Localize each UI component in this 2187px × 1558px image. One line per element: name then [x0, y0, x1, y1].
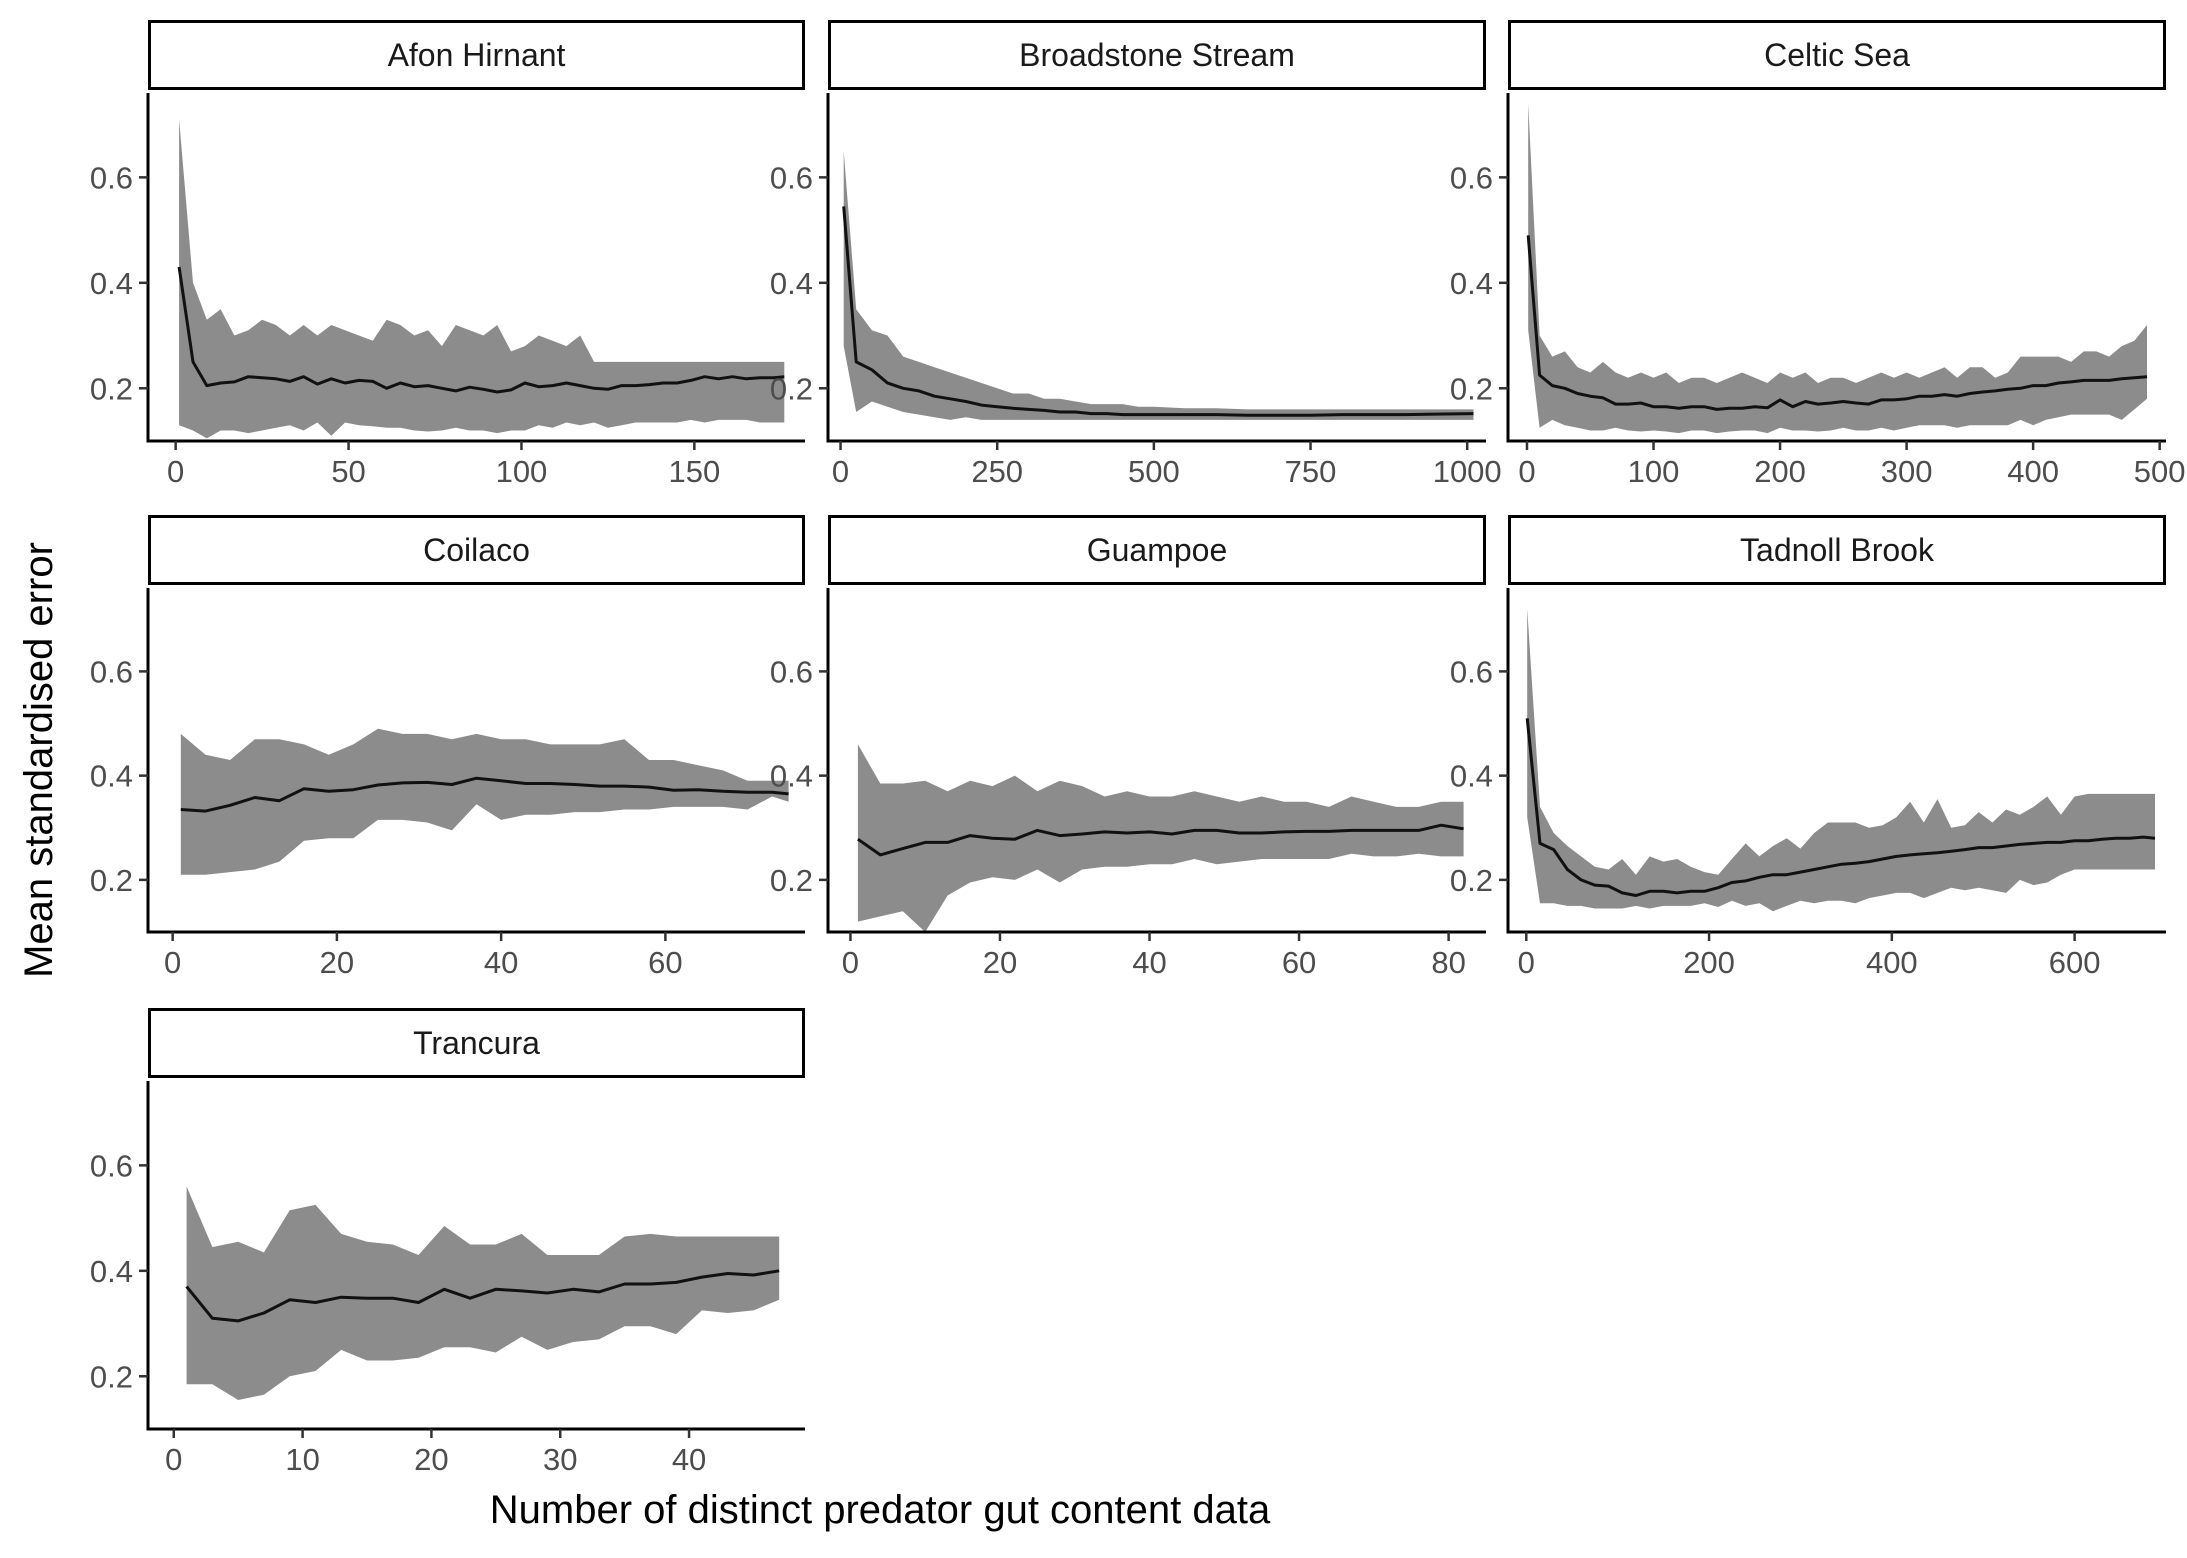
x-tick-label: 250	[971, 454, 1023, 489]
x-tick-label: 100	[496, 454, 548, 489]
error-ribbon	[843, 151, 1474, 420]
error-ribbon	[179, 119, 785, 439]
x-tick-label: 0	[164, 945, 181, 980]
y-tick-label: 0.6	[90, 1148, 133, 1183]
mean-error-line	[177, 266, 785, 394]
y-axis-title: Mean standardised error	[17, 542, 61, 978]
y-tick-label: 0.2	[770, 371, 813, 406]
facet-strip	[828, 20, 1486, 90]
y-tick-label: 0.4	[770, 266, 813, 301]
x-tick-label: 750	[1285, 454, 1337, 489]
x-tick-label: 400	[1866, 945, 1918, 980]
y-tick-label: 0.4	[90, 1254, 133, 1289]
x-tick-label: 150	[668, 454, 720, 489]
x-tick-label: 80	[1431, 945, 1465, 980]
y-tick-label: 0.2	[90, 863, 133, 898]
mean-error-line	[1526, 235, 2148, 411]
x-tick-label: 60	[1282, 945, 1316, 980]
y-tick-label: 0.2	[90, 371, 133, 406]
mean-error-line	[185, 1269, 780, 1323]
facet-title: Broadstone Stream	[1019, 37, 1295, 73]
y-tick-label: 0.4	[1450, 266, 1493, 301]
x-tick-label: 20	[414, 1442, 448, 1477]
facet-title: Trancura	[413, 1025, 540, 1061]
facet-strip	[148, 515, 805, 585]
y-tick-label: 0.6	[770, 160, 813, 195]
y-tick-label: 0.6	[1450, 654, 1493, 689]
x-tick-label: 0	[1518, 454, 1535, 489]
facet-strip	[148, 20, 805, 90]
x-tick-label: 50	[331, 454, 365, 489]
facet-strip	[1508, 20, 2166, 90]
y-tick-label: 0.4	[90, 759, 133, 794]
x-tick-label: 10	[285, 1442, 319, 1477]
facet-panel: Guampoe 0.2 0.4 0.6 0 20 40 60 80	[770, 515, 1486, 980]
facet-title: Guampoe	[1087, 532, 1228, 568]
y-tick-label: 0.6	[90, 654, 133, 689]
x-tick-label: 200	[1683, 945, 1735, 980]
error-ribbon	[857, 744, 1464, 932]
facet-title: Afon Hirnant	[388, 37, 566, 73]
facet-panel: Trancura 0.2 0.4 0.6 0 10 20 30 40	[90, 1008, 805, 1477]
facet-strip	[1508, 515, 2166, 585]
y-tick-label: 0.4	[1450, 759, 1493, 794]
x-tick-label: 1000	[1433, 454, 1502, 489]
x-tick-label: 300	[1881, 454, 1933, 489]
facet-title: Celtic Sea	[1764, 37, 1910, 73]
y-tick-label: 0.6	[770, 654, 813, 689]
error-ribbon	[1527, 608, 2155, 912]
y-tick-label: 0.6	[1450, 160, 1493, 195]
facet-title: Tadnoll Brook	[1740, 532, 1935, 568]
mean-error-line	[180, 776, 789, 813]
x-tick-label: 20	[320, 945, 354, 980]
error-ribbon	[180, 728, 789, 875]
y-tick-label: 0.2	[1450, 863, 1493, 898]
facet-strip	[828, 515, 1486, 585]
x-tick-label: 40	[1132, 945, 1166, 980]
x-tick-label: 0	[832, 454, 849, 489]
y-tick-label: 0.4	[770, 759, 813, 794]
x-tick-label: 40	[672, 1442, 706, 1477]
x-tick-label: 60	[648, 945, 682, 980]
x-tick-label: 500	[2134, 454, 2186, 489]
mean-error-line	[1525, 718, 2156, 897]
facet-panel: Broadstone Stream 0.2 0.4 0.6 0 250 500 750 1000	[770, 20, 1502, 489]
x-tick-label: 0	[842, 945, 859, 980]
facet-strip	[148, 1008, 805, 1078]
facet-panel: Celtic Sea 0.2 0.4 0.6 0 100 200 300 400 500	[1450, 20, 2186, 489]
y-tick-label: 0.2	[1450, 371, 1493, 406]
y-tick-label: 0.4	[90, 266, 133, 301]
x-tick-label: 600	[2049, 945, 2101, 980]
x-tick-label: 0	[165, 1442, 182, 1477]
x-tick-label: 200	[1754, 454, 1806, 489]
x-axis-title: Number of distinct predator gut content …	[490, 1488, 1271, 1532]
x-tick-label: 30	[543, 1442, 577, 1477]
facet-panel: Tadnoll Brook 0.2 0.4 0.6 0 200 400 600	[1450, 515, 2166, 980]
x-tick-label: 500	[1128, 454, 1180, 489]
x-tick-label: 100	[1628, 454, 1680, 489]
x-tick-label: 400	[2007, 454, 2059, 489]
mean-error-line	[857, 823, 1464, 857]
x-tick-label: 0	[167, 454, 184, 489]
y-tick-label: 0.2	[90, 1359, 133, 1394]
y-tick-label: 0.2	[770, 863, 813, 898]
x-tick-label: 0	[1518, 945, 1535, 980]
mean-error-line	[842, 206, 1474, 417]
facet-panel: Afon Hirnant 0.2 0.4 0.6 0 50 100 150	[90, 20, 805, 489]
x-tick-label: 40	[484, 945, 518, 980]
y-tick-label: 0.6	[90, 160, 133, 195]
error-ribbon	[1528, 103, 2147, 434]
x-tick-label: 20	[983, 945, 1017, 980]
facet-panel: Coilaco 0.2 0.4 0.6 0 20 40 60	[90, 515, 805, 980]
facet-title: Coilaco	[423, 532, 530, 568]
